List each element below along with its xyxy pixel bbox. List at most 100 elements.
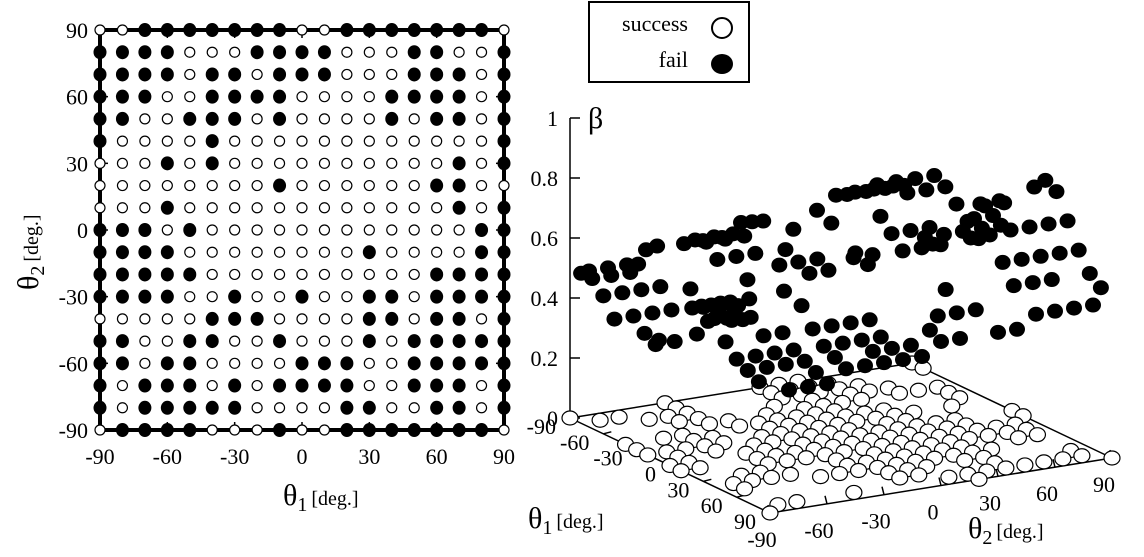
data-point-fail: [407, 378, 421, 393]
data-point-fail: [362, 311, 376, 326]
data-point-fail: [497, 311, 511, 326]
data-point-fail-beta: [790, 254, 807, 270]
data-point-success: [318, 268, 331, 281]
data-point-success: [273, 357, 286, 369]
data-point-fail: [115, 245, 129, 260]
data-point-fail: [205, 89, 219, 104]
data-point-success: [94, 202, 106, 214]
data-point-success-base: [849, 462, 868, 479]
data-point-fail: [430, 423, 444, 437]
data-point-fail: [340, 23, 354, 37]
y-axis-title: θ2[deg.]: [12, 214, 49, 290]
theta1-tick-label: 0: [645, 462, 656, 487]
data-point-fail: [497, 134, 511, 149]
data-point-success: [206, 246, 218, 258]
theta2-tick-mark: [938, 477, 942, 486]
data-point-success: [251, 68, 263, 81]
data-point-success-base: [997, 460, 1015, 476]
data-point-fail: [385, 423, 399, 437]
data-point-fail-beta: [625, 308, 642, 324]
data-point-success-base: [1016, 457, 1034, 473]
data-point-fail-beta: [663, 302, 680, 318]
theta2-tick-label: -60: [804, 518, 833, 543]
data-point-fail-beta: [614, 285, 631, 301]
y-tick-label: -90: [59, 418, 88, 443]
data-point-success: [408, 179, 420, 192]
data-point-fail-beta: [864, 343, 881, 359]
data-point-fail-beta: [1048, 184, 1065, 200]
data-point-fail: [497, 245, 511, 260]
data-point-fail-beta: [747, 245, 764, 261]
data-point-fail-beta: [819, 376, 835, 392]
theta2-tick-label: 0: [928, 500, 939, 525]
data-point-success: [296, 24, 308, 36]
data-point-fail-beta: [717, 334, 734, 350]
data-point-success: [386, 224, 398, 236]
data-point-fail: [452, 267, 466, 282]
data-point-fail-beta: [636, 325, 653, 341]
data-point-fail: [430, 45, 444, 60]
success-points-base: [561, 355, 1121, 521]
legend-label-success: success: [622, 11, 688, 36]
data-point-fail: [340, 378, 354, 393]
y-tick-label: -60: [59, 351, 88, 376]
data-point-success: [341, 202, 353, 214]
data-point-success: [251, 291, 263, 303]
data-point-success: [341, 291, 353, 303]
data-point-fail-beta: [1021, 219, 1038, 235]
z-axis-title: β: [588, 102, 603, 135]
data-point-fail: [385, 111, 399, 126]
data-point-success: [408, 268, 420, 281]
data-point-fail: [452, 200, 466, 215]
data-point-success: [296, 402, 308, 414]
data-point-success: [229, 157, 241, 169]
legend-label-fail: fail: [659, 47, 688, 72]
data-point-success: [206, 379, 218, 392]
data-point-fail: [250, 311, 264, 326]
data-point-fail-beta: [839, 187, 856, 202]
data-point-fail-beta: [820, 262, 837, 278]
data-point-success-base: [979, 427, 997, 444]
data-point-fail: [497, 111, 511, 126]
data-point-fail: [228, 23, 242, 37]
data-point-fail-beta: [929, 308, 946, 324]
data-point-fail-beta: [853, 332, 870, 348]
data-point-fail: [452, 400, 466, 415]
data-point-success: [408, 113, 420, 125]
data-point-success: [184, 91, 196, 103]
data-point-fail: [160, 45, 174, 60]
data-point-fail: [228, 89, 242, 104]
data-point-success: [206, 357, 218, 369]
data-point-success: [341, 224, 353, 236]
data-point-fail: [273, 378, 287, 393]
data-point-fail: [430, 111, 444, 126]
data-point-fail-beta: [869, 177, 886, 193]
data-point-fail: [295, 45, 309, 60]
data-point-fail: [317, 378, 331, 393]
data-point-success: [229, 246, 241, 258]
data-point-success: [251, 202, 263, 214]
data-point-fail: [273, 67, 287, 82]
data-point-fail: [273, 23, 287, 37]
data-point-success-base: [762, 469, 781, 486]
data-point-fail-beta: [807, 365, 824, 381]
data-point-fail-beta: [809, 202, 825, 218]
theta2-axis-title: θ2 [deg.]: [968, 512, 1044, 549]
data-point-success: [296, 202, 308, 214]
data-point-fail: [115, 334, 129, 349]
data-point-success: [475, 68, 488, 81]
data-point-fail: [430, 400, 444, 415]
data-point-fail: [160, 156, 174, 171]
data-point-fail-beta: [966, 211, 982, 227]
data-point-success: [139, 157, 151, 169]
data-point-fail: [430, 289, 444, 304]
theta2-tick-label: -90: [747, 527, 776, 552]
data-point-success: [229, 357, 241, 369]
data-point-fail: [407, 23, 421, 37]
data-point-fail: [475, 334, 489, 349]
data-point-success: [296, 313, 308, 325]
data-point-success-base: [943, 398, 961, 414]
data-point-success: [296, 179, 308, 192]
data-point-success: [229, 46, 241, 58]
